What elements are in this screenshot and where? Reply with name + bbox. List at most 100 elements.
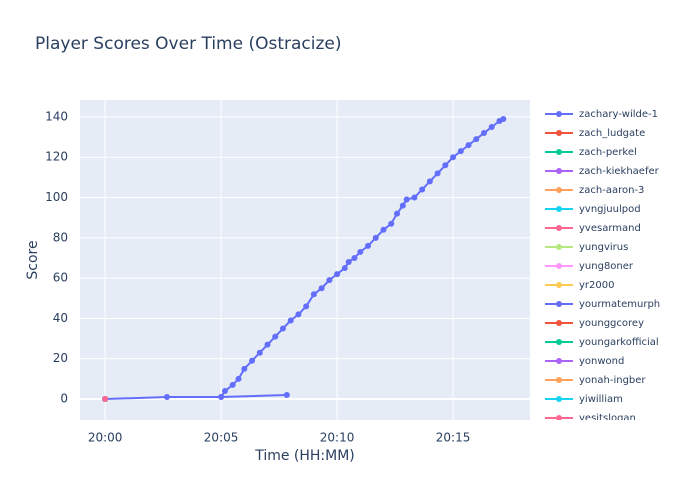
- chart-title: Player Scores Over Time (Ostracize): [35, 34, 342, 54]
- data-point: [295, 311, 302, 318]
- legend-item[interactable]: zach-kiekhaefer: [545, 166, 660, 177]
- data-point: [403, 196, 410, 203]
- legend: zachary-wilde-1 zach_ludgate zach-perkel za…: [545, 109, 660, 424]
- data-point: [357, 248, 364, 255]
- legend-label: zach-aaron-3: [579, 185, 644, 196]
- legend-label: youngarkofficial: [579, 337, 659, 348]
- grid: [80, 100, 530, 420]
- data-point: [380, 226, 387, 233]
- data-point: [365, 242, 372, 249]
- legend-item[interactable]: youngarkofficial: [545, 337, 659, 348]
- plot: [102, 115, 507, 403]
- data-point: [399, 202, 406, 209]
- legend-item[interactable]: yesitslogan: [545, 413, 636, 424]
- legend-item[interactable]: zach-perkel: [545, 147, 637, 158]
- legend-item[interactable]: zach-aaron-3: [545, 185, 644, 196]
- data-point: [272, 333, 279, 340]
- y-tick-label: 120: [45, 150, 68, 164]
- y-tick-label: 60: [53, 271, 68, 285]
- y-tick-label: 20: [53, 351, 68, 365]
- data-point: [434, 170, 441, 177]
- legend-marker: [556, 187, 562, 193]
- legend-label: zachary-wilde-1: [579, 109, 658, 120]
- data-point: [249, 357, 256, 364]
- data-point: [264, 341, 271, 348]
- legend-marker: [556, 415, 562, 420]
- data-point: [465, 142, 472, 149]
- legend-item[interactable]: yungvirus: [545, 242, 628, 253]
- data-point: [345, 259, 352, 266]
- legend-label: yvngjuulpod: [579, 204, 641, 215]
- legend-label: yung8oner: [579, 261, 634, 272]
- data-point: [310, 291, 317, 298]
- legend-label: yungvirus: [579, 242, 628, 253]
- legend-marker: [556, 396, 562, 402]
- legend-item[interactable]: yung8oner: [545, 261, 634, 272]
- data-point: [394, 210, 401, 217]
- legend-marker: [556, 358, 562, 364]
- legend-marker: [556, 130, 562, 136]
- data-point: [279, 325, 286, 332]
- legend-item[interactable]: zachary-wilde-1: [545, 109, 658, 120]
- y-tick-label: 40: [53, 311, 68, 325]
- x-tick-label: 20:05: [204, 431, 239, 445]
- legend-marker: [556, 320, 562, 326]
- legend-item[interactable]: yourmatemurph: [545, 299, 660, 310]
- plot-area: [80, 100, 530, 420]
- legend-marker: [556, 301, 562, 307]
- legend-label: yr2000: [579, 280, 614, 291]
- legend-marker: [556, 168, 562, 174]
- data-point: [450, 154, 457, 161]
- legend-label: yonwond: [579, 356, 624, 367]
- data-point: [457, 148, 464, 155]
- data-point: [442, 162, 449, 169]
- data-point: [426, 178, 433, 185]
- legend-item[interactable]: yvngjuulpod: [545, 204, 641, 215]
- legend-label: yvesarmand: [579, 223, 641, 234]
- data-point: [218, 394, 225, 401]
- data-point: [303, 303, 310, 310]
- data-point: [241, 365, 248, 372]
- y-tick-label: 140: [45, 109, 68, 123]
- legend-marker: [556, 282, 562, 288]
- x-tick-label: 20:00: [88, 431, 123, 445]
- data-point: [480, 130, 487, 137]
- data-point: [411, 194, 418, 201]
- data-point: [388, 220, 395, 227]
- data-point: [473, 136, 480, 143]
- legend-item[interactable]: yonah-ingber: [545, 375, 646, 386]
- data-point: [283, 392, 290, 399]
- data-point: [500, 115, 507, 122]
- data-point: [229, 381, 236, 388]
- y-axis-title: Score: [25, 240, 41, 279]
- legend-marker: [556, 339, 562, 345]
- legend-item[interactable]: zach_ludgate: [545, 128, 645, 139]
- legend-label: yonah-ingber: [579, 375, 646, 386]
- data-point: [419, 186, 426, 193]
- data-point: [287, 317, 294, 324]
- data-point: [326, 277, 333, 284]
- data-point: [102, 396, 109, 403]
- data-point: [163, 394, 170, 401]
- x-axis-title: Time (HH:MM): [254, 448, 355, 464]
- data-point: [351, 254, 358, 261]
- data-point: [235, 375, 242, 382]
- legend-item[interactable]: yr2000: [545, 280, 614, 291]
- legend-item[interactable]: yonwond: [545, 356, 624, 367]
- x-tick-label: 20:15: [436, 431, 471, 445]
- legend-item[interactable]: yvesarmand: [545, 223, 641, 234]
- legend-marker: [556, 263, 562, 269]
- y-tick-label: 100: [45, 190, 68, 204]
- legend-label: zach-perkel: [579, 147, 637, 158]
- legend-label: yourmatemurph: [579, 299, 660, 310]
- legend-marker: [556, 111, 562, 117]
- legend-item[interactable]: yiwilliam: [545, 394, 623, 405]
- legend-label: yesitslogan: [579, 413, 636, 424]
- legend-marker: [556, 377, 562, 383]
- y-tick-label: 0: [60, 392, 68, 406]
- legend-marker: [556, 149, 562, 155]
- legend-marker: [556, 225, 562, 231]
- legend-marker: [556, 206, 562, 212]
- legend-item[interactable]: younggcorey: [545, 318, 644, 329]
